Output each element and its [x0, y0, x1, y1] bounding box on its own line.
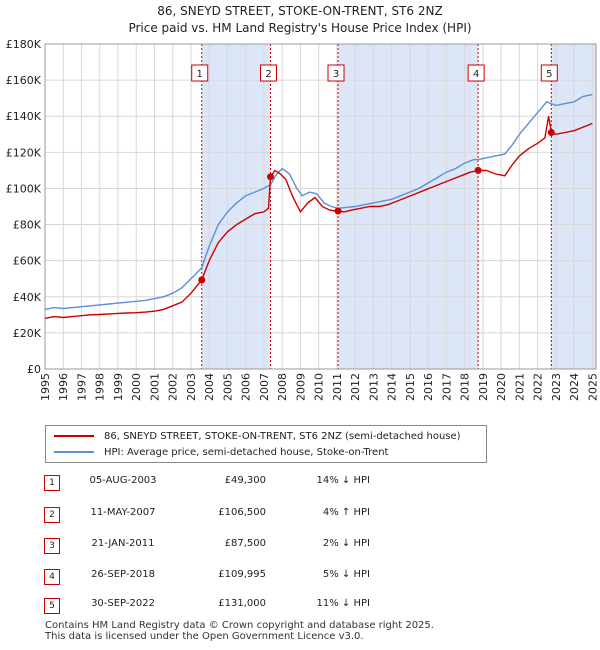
sale-point [334, 207, 342, 215]
x-tick-label: 2008 [276, 373, 289, 401]
x-tick-label: 2002 [167, 373, 180, 401]
shaded-period [201, 44, 271, 369]
y-tick-label: £140K [6, 110, 42, 123]
x-tick-label: 2025 [586, 373, 599, 401]
sale-number-badge: 1 [44, 475, 60, 491]
y-tick-label: £80K [13, 219, 42, 232]
x-tick-label: 2018 [459, 373, 472, 401]
y-tick-label: £20K [13, 327, 42, 340]
sale-price: £87,500 [224, 538, 266, 549]
x-tick-label: 2021 [513, 373, 526, 401]
x-tick-label: 2014 [386, 373, 399, 401]
x-tick-label: 2011 [331, 373, 344, 401]
x-tick-label: 2006 [240, 373, 253, 401]
x-tick-label: 2009 [294, 373, 307, 401]
chart-title-address: 86, SNEYD STREET, STOKE-ON-TRENT, ST6 2N… [157, 4, 443, 18]
legend-swatch-hpi [54, 451, 94, 453]
x-tick-label: 1999 [112, 373, 125, 401]
footer-attribution: Contains HM Land Registry data © Crown c… [45, 620, 434, 642]
sale-label-box [327, 64, 345, 82]
sale-number-badge: 2 [44, 507, 60, 523]
x-tick-label: 2024 [568, 373, 581, 401]
series-line-hpi [44, 93, 593, 311]
legend-label-property: 86, SNEYD STREET, STOKE-ON-TRENT, ST6 2N… [104, 430, 461, 442]
series-line-property [44, 116, 593, 320]
y-tick-label: £0 [27, 363, 41, 376]
sale-point [267, 173, 275, 181]
sale-row: 5 30-SEP-2022 £131,000 11% ↓ HPI [0, 598, 600, 618]
sale-hpi-diff: 11% ↓ HPI [316, 598, 370, 609]
x-tick-label: 2005 [221, 373, 234, 401]
sale-point [198, 276, 206, 284]
legend-item-hpi: HPI: Average price, semi-detached house,… [54, 444, 388, 460]
sale-price: £131,000 [218, 598, 266, 609]
sale-label-box [467, 64, 485, 82]
plot-frame [44, 43, 597, 370]
x-tick-label: 2020 [495, 373, 508, 401]
sale-number-badge: 3 [44, 538, 60, 554]
y-tick-label: £180K [6, 38, 42, 51]
sale-number-badge: 4 [44, 569, 60, 585]
x-tick-label: 2019 [477, 373, 490, 401]
sale-price: £109,995 [218, 569, 266, 580]
x-tick-label: 1998 [94, 373, 107, 401]
sale-label-number: 5 [546, 69, 552, 80]
x-tick-label: 2016 [422, 373, 435, 401]
sale-label-number: 3 [333, 69, 339, 80]
x-tick-label: 1996 [57, 373, 70, 401]
x-tick-label: 1995 [39, 373, 52, 401]
sale-price: £49,300 [224, 475, 266, 486]
footer-licence: This data is licensed under the Open Gov… [45, 631, 364, 642]
sale-date: 21-JAN-2011 [91, 538, 155, 549]
sale-row: 3 21-JAN-2011 £87,500 2% ↓ HPI [0, 538, 600, 558]
y-tick-label: £100K [6, 182, 42, 195]
x-tick-label: 2001 [148, 373, 161, 401]
sale-label-box [540, 64, 558, 82]
x-tick-label: 1997 [75, 373, 88, 401]
price-chart: 1 2 3 4 5 £0 £20K £40K £60K £80K £100K £120K £140K £1… [6, 38, 600, 401]
sale-label-number: 1 [197, 69, 203, 80]
x-tick-label: 2010 [313, 373, 326, 401]
legend-label-hpi: HPI: Average price, semi-detached house,… [104, 446, 389, 458]
footer-copyright: Contains HM Land Registry data © Crown c… [45, 620, 434, 631]
sale-hpi-diff: 5% ↓ HPI [322, 569, 370, 580]
x-tick-label: 2000 [130, 373, 143, 401]
x-tick-label: 2003 [185, 373, 198, 401]
sale-hpi-diff: 2% ↓ HPI [322, 538, 370, 549]
x-tick-label: 2015 [404, 373, 417, 401]
sale-date: 05-AUG-2003 [89, 475, 157, 486]
y-tick-label: £60K [13, 255, 42, 268]
x-tick-label: 2007 [258, 373, 271, 401]
x-tick-label: 2022 [532, 373, 545, 401]
sale-date: 30-SEP-2022 [91, 598, 155, 609]
sale-label-number: 2 [265, 69, 271, 80]
chart-legend: 86, SNEYD STREET, STOKE-ON-TRENT, ST6 2N… [45, 425, 487, 463]
sale-hpi-diff: 4% ↑ HPI [322, 507, 370, 518]
chart-subtitle: Price paid vs. HM Land Registry's House … [128, 21, 472, 35]
sale-number-badge: 5 [44, 598, 60, 614]
sale-label-number: 4 [473, 69, 479, 80]
y-tick-label: £40K [13, 291, 42, 304]
shaded-period [338, 44, 479, 369]
y-tick-label: £120K [6, 146, 42, 159]
sale-row: 1 05-AUG-2003 £49,300 14% ↓ HPI [0, 475, 600, 495]
x-tick-label: 2023 [550, 373, 563, 401]
sale-point [474, 166, 482, 174]
sale-label-box [260, 64, 278, 82]
x-tick-label: 2012 [349, 373, 362, 401]
legend-item-property: 86, SNEYD STREET, STOKE-ON-TRENT, ST6 2N… [54, 428, 461, 444]
sale-row: 2 11-MAY-2007 £106,500 4% ↑ HPI [0, 507, 600, 527]
sale-date: 26-SEP-2018 [91, 569, 155, 580]
x-tick-label: 2013 [367, 373, 380, 401]
sale-price: £106,500 [218, 507, 266, 518]
sale-hpi-diff: 14% ↓ HPI [316, 475, 370, 486]
sale-date: 11-MAY-2007 [90, 507, 156, 518]
y-tick-label: £160K [6, 74, 42, 87]
sale-point [547, 128, 555, 136]
sale-label-box [191, 64, 209, 82]
legend-swatch-property [54, 435, 94, 437]
x-tick-label: 2017 [440, 373, 453, 401]
x-tick-label: 2004 [203, 373, 216, 401]
sale-row: 4 26-SEP-2018 £109,995 5% ↓ HPI [0, 569, 600, 589]
